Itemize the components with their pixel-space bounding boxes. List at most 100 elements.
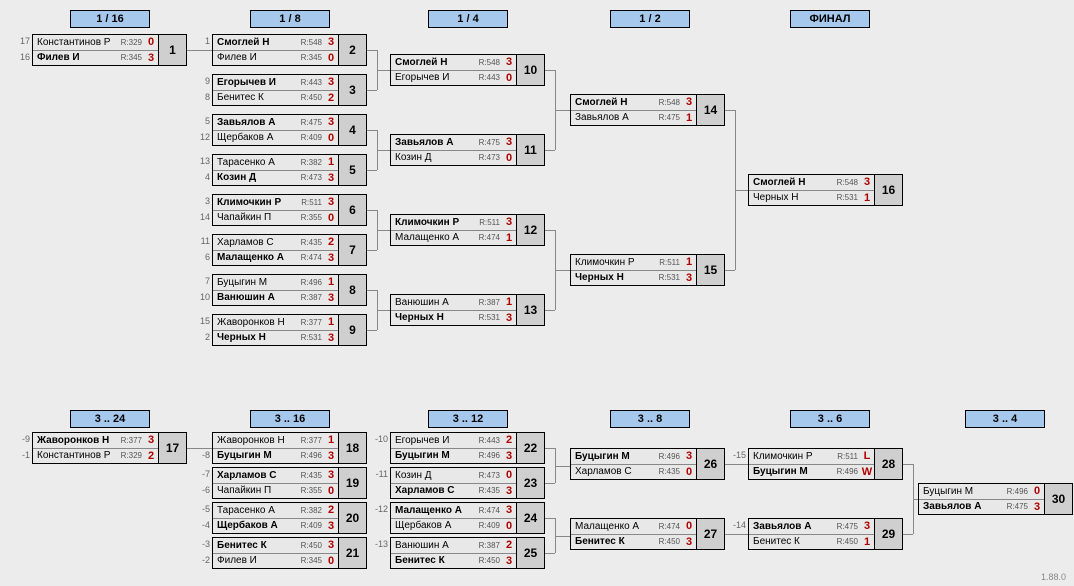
match-number: 21 — [338, 538, 366, 568]
player-score: 3 — [324, 76, 338, 88]
player-rating: R:496 — [472, 451, 502, 460]
player-score: 3 — [502, 450, 516, 462]
player-name: Козин Д — [391, 470, 472, 481]
match-row: Ванюшин АR:3871 — [391, 295, 516, 310]
bracket-connector — [545, 230, 555, 231]
match-box: Жаворонков НR:3773Константинов РR:329217 — [32, 432, 187, 464]
bracket-connector — [367, 90, 377, 91]
player-score: 3 — [324, 539, 338, 551]
player-name: Бенитес К — [749, 536, 830, 547]
match-number: 28 — [874, 449, 902, 479]
seed-number: 14 — [192, 212, 210, 222]
match-box: Климочкин РR:5113Малащенко АR:474112 — [390, 214, 545, 246]
match-row: Климочкин РR:5113 — [213, 195, 338, 210]
match-number: 2 — [338, 35, 366, 65]
player-name: Малащенко А — [571, 521, 652, 532]
player-score: 1 — [682, 256, 696, 268]
player-name: Смоглей Н — [749, 177, 830, 188]
match-box: Ванюшин АR:3871Черных НR:531313 — [390, 294, 545, 326]
bracket-connector — [367, 290, 377, 291]
player-name: Ванюшин А — [391, 540, 472, 551]
bracket-connector — [377, 230, 390, 231]
player-rating: R:345 — [294, 53, 324, 62]
player-rating: R:377 — [114, 436, 144, 445]
seed-number: 7 — [192, 276, 210, 286]
match-box: Завьялов АR:4753Козин ДR:473011 — [390, 134, 545, 166]
match-row: Малащенко АR:4743 — [213, 250, 338, 266]
player-name: Буцыгин М — [919, 486, 1000, 497]
player-score: 3 — [324, 292, 338, 304]
match-row: Козин ДR:4730 — [391, 468, 516, 483]
player-name: Тарасенко А — [213, 157, 294, 168]
match-row: Тарасенко АR:3822 — [213, 503, 338, 518]
player-name: Харламов С — [571, 466, 652, 477]
match-row: Харламов СR:4352 — [213, 235, 338, 250]
match-row: Малащенко АR:4740 — [571, 519, 696, 534]
player-rating: R:548 — [652, 98, 682, 107]
match-box: Климочкин РR:5111Черных НR:531315 — [570, 254, 725, 286]
seed-number: 11 — [192, 236, 210, 246]
match-row: Жаворонков НR:3773 — [33, 433, 158, 448]
match-box: Климочкин РR:511LБуцыгин МR:496W28 — [748, 448, 903, 480]
match-row: Климочкин РR:5111 — [571, 255, 696, 270]
player-rating: R:382 — [294, 158, 324, 167]
player-score: 0 — [324, 485, 338, 497]
player-name: Буцыгин М — [213, 277, 294, 288]
seed-number: 3 — [192, 196, 210, 206]
player-name: Ванюшин А — [213, 292, 294, 303]
match-row: Харламов СR:4353 — [391, 483, 516, 499]
player-name: Завьялов А — [749, 521, 830, 532]
player-rating: R:511 — [472, 218, 502, 227]
player-name: Бенитес К — [213, 92, 294, 103]
player-rating: R:450 — [294, 541, 324, 550]
match-row: Козин ДR:4730 — [391, 150, 516, 166]
bracket-connector — [187, 448, 212, 449]
player-rating: R:496 — [830, 467, 860, 476]
player-name: Егорычев И — [391, 435, 472, 446]
match-row: Щербаков АR:4090 — [213, 130, 338, 146]
player-score: 3 — [860, 176, 874, 188]
player-rating: R:387 — [472, 541, 502, 550]
player-rating: R:443 — [472, 73, 502, 82]
match-row: Буцыгин МR:4960 — [919, 484, 1044, 499]
round-label: 3 .. 4 — [965, 410, 1045, 428]
player-name: Егорычев И — [213, 77, 294, 88]
match-box: Егорычев ИR:4432Буцыгин МR:496322 — [390, 432, 545, 464]
player-score: 3 — [502, 216, 516, 228]
player-score: 2 — [502, 539, 516, 551]
player-name: Харламов С — [213, 470, 294, 481]
player-name: Буцыгин М — [213, 450, 294, 461]
player-name: Черных Н — [749, 192, 830, 203]
match-box: Харламов СR:4353Чапайкин ПR:355019 — [212, 467, 367, 499]
seed-number: -11 — [370, 469, 388, 479]
round-label: 3 .. 6 — [790, 410, 870, 428]
seed-number: -12 — [370, 504, 388, 514]
player-rating: R:474 — [472, 506, 502, 515]
player-score: 2 — [144, 450, 158, 462]
seed-number: -14 — [728, 520, 746, 530]
seed-number: 6 — [192, 252, 210, 262]
player-rating: R:548 — [294, 38, 324, 47]
player-name: Жаворонков Н — [213, 317, 294, 328]
bracket-connector — [545, 483, 555, 484]
match-row: Ванюшин АR:3873 — [213, 290, 338, 306]
player-name: Филев И — [213, 52, 294, 63]
match-row: Козин ДR:4733 — [213, 170, 338, 186]
player-score: 3 — [502, 504, 516, 516]
match-box: Жаворонков НR:3771Черных НR:53139 — [212, 314, 367, 346]
player-rating: R:450 — [294, 93, 324, 102]
player-rating: R:355 — [294, 213, 324, 222]
player-rating: R:329 — [114, 38, 144, 47]
player-rating: R:475 — [472, 138, 502, 147]
player-rating: R:382 — [294, 506, 324, 515]
bracket-connector — [555, 466, 570, 467]
player-rating: R:475 — [294, 118, 324, 127]
player-rating: R:345 — [294, 556, 324, 565]
match-row: Егорычев ИR:4433 — [213, 75, 338, 90]
round-label: 3 .. 24 — [70, 410, 150, 428]
match-box: Буцыгин МR:4960Завьялов АR:475330 — [918, 483, 1073, 515]
player-rating: R:511 — [294, 198, 324, 207]
match-box: Жаворонков НR:3771Буцыгин МR:496318 — [212, 432, 367, 464]
player-name: Жаворонков Н — [213, 435, 294, 446]
player-name: Черных Н — [213, 332, 294, 343]
